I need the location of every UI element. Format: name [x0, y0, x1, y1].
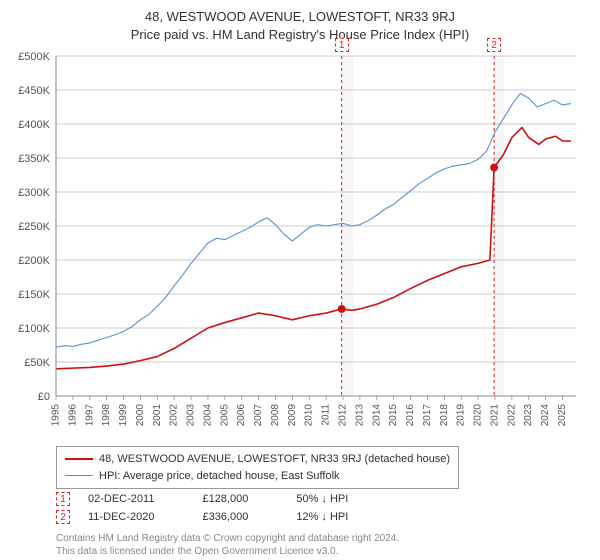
attribution-line-2: This data is licensed under the Open Gov… — [56, 545, 399, 558]
sale-delta: 12% ↓ HPI — [296, 511, 348, 523]
svg-text:2002: 2002 — [169, 404, 180, 427]
sale-row: 1 02-DEC-2011 £128,000 50% ↓ HPI — [56, 492, 396, 506]
svg-text:2024: 2024 — [540, 404, 551, 427]
sale-date: 02-DEC-2011 — [88, 493, 154, 505]
svg-text:2012: 2012 — [338, 404, 349, 427]
svg-text:2005: 2005 — [219, 404, 230, 427]
svg-text:2011: 2011 — [321, 404, 332, 426]
svg-text:£50K: £50K — [24, 357, 50, 369]
attribution: Contains HM Land Registry data © Crown c… — [56, 532, 399, 558]
legend-label: HPI: Average price, detached house, East… — [99, 468, 340, 485]
svg-text:2003: 2003 — [186, 404, 197, 427]
legend-item: HPI: Average price, detached house, East… — [65, 468, 450, 485]
sale-marker: 1 — [56, 492, 70, 506]
svg-text:1997: 1997 — [84, 404, 95, 427]
svg-text:2019: 2019 — [456, 404, 467, 427]
svg-text:2014: 2014 — [371, 404, 382, 427]
event-marker: 1 — [335, 38, 349, 52]
svg-text:2000: 2000 — [135, 404, 146, 427]
svg-text:2017: 2017 — [422, 404, 433, 427]
svg-text:£200K: £200K — [18, 255, 50, 267]
sale-row: 2 11-DEC-2020 £336,000 12% ↓ HPI — [56, 510, 396, 524]
svg-text:2021: 2021 — [489, 404, 500, 427]
sale-price: £128,000 — [202, 493, 248, 505]
svg-text:£250K: £250K — [18, 221, 50, 233]
svg-text:1998: 1998 — [101, 404, 112, 427]
svg-text:2006: 2006 — [236, 404, 247, 427]
chart-container: 48, WESTWOOD AVENUE, LOWESTOFT, NR33 9RJ… — [0, 0, 600, 560]
sale-delta: 50% ↓ HPI — [296, 493, 348, 505]
svg-text:£350K: £350K — [18, 153, 50, 165]
legend-swatch — [65, 475, 93, 476]
svg-text:2004: 2004 — [202, 404, 213, 427]
svg-text:£400K: £400K — [18, 119, 50, 131]
svg-text:£450K: £450K — [18, 85, 50, 97]
svg-text:2013: 2013 — [354, 404, 365, 427]
svg-text:2001: 2001 — [152, 404, 163, 427]
svg-text:£0: £0 — [38, 391, 50, 403]
svg-text:2010: 2010 — [304, 404, 315, 427]
chart-svg: £0 £50K £100K £150K £200K £250K £300K £350K £400… — [0, 0, 600, 430]
legend: 48, WESTWOOD AVENUE, LOWESTOFT, NR33 9RJ… — [56, 446, 459, 489]
svg-text:£500K: £500K — [18, 51, 50, 63]
svg-text:£300K: £300K — [18, 187, 50, 199]
svg-text:1996: 1996 — [67, 404, 78, 427]
svg-text:2025: 2025 — [557, 404, 568, 427]
svg-text:2008: 2008 — [270, 404, 281, 427]
svg-text:2016: 2016 — [405, 404, 416, 427]
svg-text:2022: 2022 — [506, 404, 517, 427]
legend-swatch — [65, 458, 93, 460]
svg-text:2023: 2023 — [523, 404, 534, 427]
svg-text:£150K: £150K — [18, 289, 50, 301]
svg-text:2015: 2015 — [388, 404, 399, 427]
svg-text:2009: 2009 — [287, 404, 298, 427]
svg-text:2007: 2007 — [253, 404, 264, 427]
legend-label: 48, WESTWOOD AVENUE, LOWESTOFT, NR33 9RJ… — [99, 451, 450, 468]
svg-text:£100K: £100K — [18, 323, 50, 335]
svg-text:1995: 1995 — [51, 404, 62, 427]
sale-marker: 2 — [56, 510, 70, 524]
svg-text:2020: 2020 — [473, 404, 484, 427]
sale-date: 11-DEC-2020 — [88, 511, 154, 523]
attribution-line-1: Contains HM Land Registry data © Crown c… — [56, 532, 399, 545]
svg-text:2018: 2018 — [439, 404, 450, 427]
svg-text:1999: 1999 — [118, 404, 129, 427]
legend-item: 48, WESTWOOD AVENUE, LOWESTOFT, NR33 9RJ… — [65, 451, 450, 468]
sale-price: £336,000 — [202, 511, 248, 523]
event-marker: 2 — [487, 38, 501, 52]
